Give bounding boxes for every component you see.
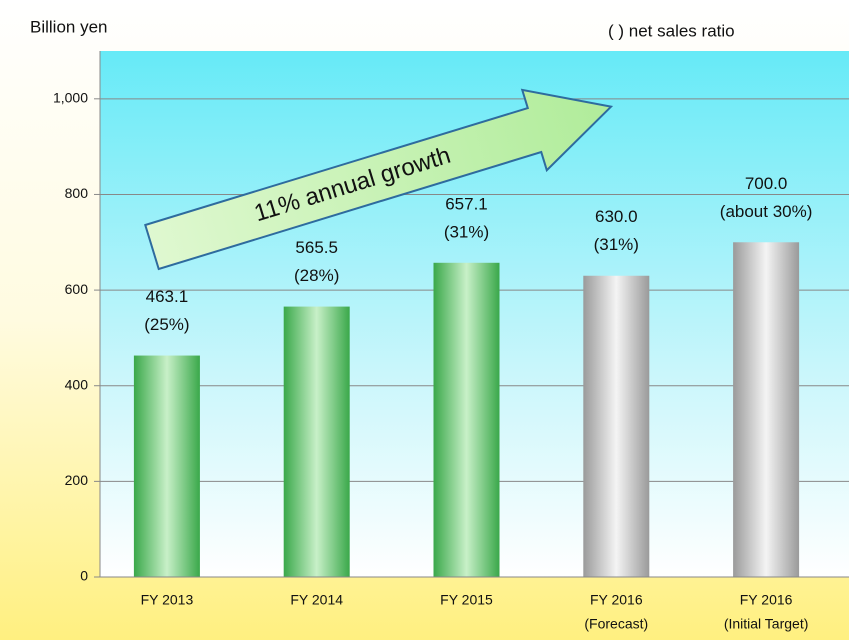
value-label: 565.5 (295, 238, 338, 257)
legend-note: ( ) net sales ratio (608, 21, 735, 40)
x-tick-label: FY 2016 (740, 592, 793, 608)
ratio-label: (25%) (144, 315, 189, 334)
y-tick-label: 800 (65, 185, 89, 201)
bar (583, 275, 650, 577)
ratio-label: (about 30%) (720, 202, 813, 221)
value-label: 700.0 (745, 174, 788, 193)
y-tick-label: 0 (80, 568, 88, 584)
ratio-label: (28%) (294, 266, 339, 285)
x-tick-label: FY 2014 (290, 592, 343, 608)
value-label: 630.0 (595, 207, 638, 226)
bar (433, 262, 500, 577)
arrow-shape (144, 88, 614, 271)
bar (733, 242, 800, 578)
x-tick-label: FY 2016 (590, 592, 643, 608)
y-tick-label: 400 (65, 376, 89, 392)
y-axis-label: Billion yen (30, 17, 108, 36)
ratio-label: (31%) (444, 222, 489, 241)
y-tick-label: 1,000 (53, 90, 88, 106)
x-tick-note: (Initial Target) (724, 616, 809, 632)
y-tick-label: 200 (65, 472, 89, 488)
y-tick-label: 600 (65, 281, 89, 297)
x-tick-note: (Forecast) (584, 616, 648, 632)
bar (133, 355, 200, 577)
x-tick-label: FY 2013 (141, 592, 194, 608)
x-tick-label: FY 2015 (440, 592, 493, 608)
bar (283, 306, 350, 577)
value-label: 657.1 (445, 194, 488, 213)
value-label: 463.1 (146, 287, 189, 306)
ratio-label: (31%) (594, 235, 639, 254)
